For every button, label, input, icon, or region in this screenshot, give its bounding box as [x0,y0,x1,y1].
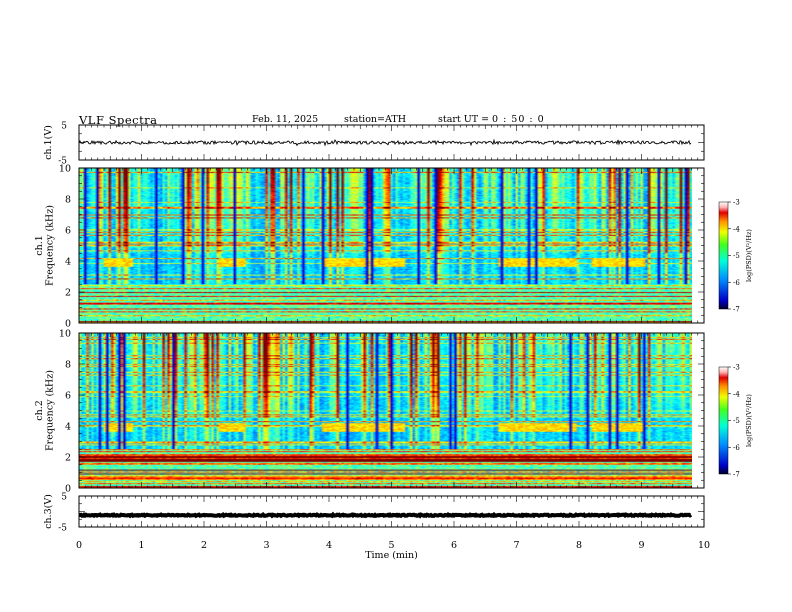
x-tick-label: 10 [698,540,710,551]
colorbar-tick-label: -4 [733,390,740,398]
y-tick-label: 6 [65,226,71,237]
colorbar-tick-label: -5 [733,252,740,260]
colorbar-2 [718,366,729,475]
x-tick-label: 4 [326,540,332,551]
y-axis-label-2: ch.2Frequency (kHz) [34,370,56,451]
y-axis-label-1: ch.1Frequency (kHz) [34,205,56,286]
start-ut-value: 0 : 50 : 0 [492,114,545,125]
colorbar-tick-label: -7 [733,471,740,479]
colorbar-label: log(PSD)(V²/Hz) [745,229,753,282]
y-tick-label: 6 [65,391,71,402]
y-tick-label: 10 [59,329,71,340]
x-tick-label: 1 [138,540,144,551]
date-label: Feb. 11, 2025 [252,114,319,125]
x-axis-label: Time (min) [365,550,418,561]
station-label: station=ATH [344,114,406,125]
y-tick-label: 5 [61,122,67,132]
plot-title: VLF Spectra [79,113,158,127]
y-tick-label: -5 [58,157,67,167]
colorbar-tick-label: -6 [733,279,740,287]
spectrogram-image-1 [79,168,692,323]
colorbar-1 [718,201,729,310]
x-tick-label: 6 [451,540,457,551]
colorbar-label: log(PSD)(V²/Hz) [745,394,753,447]
y-tick-label: 0 [65,484,71,495]
y-tick-label: -5 [58,524,67,534]
colorbar-tick-label: -7 [733,306,740,314]
y-tick-label: 10 [59,164,71,175]
x-tick-label: 9 [638,540,644,551]
y-tick-label: 2 [65,288,71,299]
waveform-trace-3 [78,511,693,519]
x-tick-label: 5 [388,540,394,551]
colorbar-tick-label: -6 [733,444,740,452]
waveform-trace-1 [78,138,692,147]
y-axis-label-1: ch.1(V) [43,125,54,160]
colorbar-tick-label: -4 [733,225,740,233]
x-tick-label: 7 [513,540,519,551]
x-tick-label: 3 [263,540,269,551]
y-tick-label: 2 [65,453,71,464]
x-tick-label: 8 [576,540,582,551]
x-tick-label: 2 [201,540,207,551]
colorbar-tick-label: -3 [733,199,740,207]
y-tick-label: 8 [65,195,71,206]
colorbar-tick-label: -3 [733,364,740,372]
y-tick-label: 4 [65,422,71,433]
y-tick-label: 8 [65,360,71,371]
colorbar-tick-label: -5 [733,417,740,425]
spectrogram-image-2 [79,333,692,488]
start-ut-label: start UT = [438,114,490,125]
y-tick-label: 4 [65,257,71,268]
y-tick-label: 0 [65,319,71,330]
y-tick-label: 5 [61,493,67,503]
y-axis-label-3: ch.3(V) [43,494,54,529]
x-tick-label: 0 [76,540,82,551]
